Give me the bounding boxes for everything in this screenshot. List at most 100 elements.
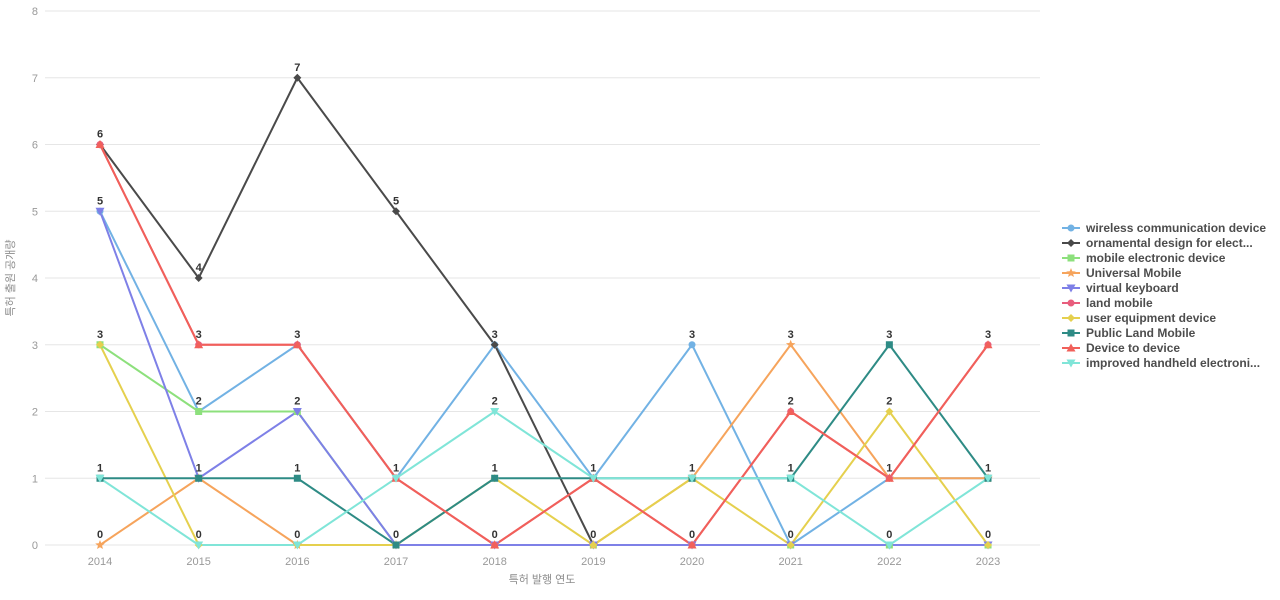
value-label: 3: [788, 329, 794, 341]
data-point: [786, 474, 796, 483]
legend-item-user-equipment-device[interactable]: user equipment device: [1062, 312, 1266, 324]
legend-item-public-land-mobile[interactable]: Public Land Mobile: [1062, 327, 1266, 339]
legend-item-wireless-communication-device[interactable]: wireless communication device: [1062, 222, 1266, 234]
series-lines: [99, 76, 990, 546]
data-point: [983, 474, 993, 483]
legend-item-mobile-electronic-device[interactable]: mobile electronic device: [1062, 252, 1266, 264]
legend-marker-icon: [1062, 343, 1080, 352]
svg-text:2015: 2015: [186, 556, 210, 568]
value-label: 2: [196, 396, 202, 408]
value-label: 0: [492, 529, 498, 541]
data-point: [884, 541, 894, 550]
svg-text:4: 4: [32, 273, 38, 285]
data-point: [491, 474, 499, 482]
legend-marker-icon: [1062, 329, 1080, 337]
value-label: 0: [393, 529, 399, 541]
value-label: 0: [788, 529, 794, 541]
value-label: 1: [393, 462, 399, 474]
value-label: 1: [985, 462, 991, 474]
legend-label: virtual keyboard: [1086, 281, 1179, 295]
svg-text:2019: 2019: [581, 556, 605, 568]
value-label: 1: [788, 462, 794, 474]
legend-marker-icon: [1062, 268, 1080, 278]
legend-label: Universal Mobile: [1086, 266, 1182, 280]
value-label: 3: [196, 329, 202, 341]
series-markers: [95, 73, 993, 550]
svg-text:2021: 2021: [778, 556, 802, 568]
value-label: 2: [492, 396, 498, 408]
legend-item-universal-mobile[interactable]: Universal Mobile: [1062, 267, 1266, 279]
data-point: [391, 474, 401, 483]
data-point: [490, 340, 499, 349]
data-point: [589, 541, 598, 549]
data-point: [490, 540, 500, 549]
y-axis-tick-labels: 0 1 2 3 4 5 6 7 8: [32, 6, 38, 552]
data-point: [884, 473, 894, 482]
data-point: [687, 474, 697, 483]
value-label: 5: [393, 195, 399, 207]
legend-label: user equipment device: [1086, 311, 1217, 325]
value-label: 3: [492, 329, 498, 341]
y-axis-title: 특허 출원 공개량: [4, 240, 17, 317]
legend-marker-icon: [1062, 314, 1080, 322]
value-label: 0: [97, 529, 103, 541]
value-label: 0: [689, 529, 695, 541]
value-label: 3: [886, 329, 892, 341]
svg-text:0: 0: [32, 540, 38, 552]
data-point: [984, 541, 993, 549]
legend-item-land-mobile[interactable]: land mobile: [1062, 297, 1266, 309]
data-point: [490, 408, 500, 416]
legend-label: land mobile: [1086, 296, 1153, 310]
value-label: 1: [492, 462, 498, 474]
legend-marker-icon: [1062, 299, 1080, 307]
value-label: 2: [886, 396, 892, 408]
legend-label: mobile electronic device: [1086, 251, 1226, 265]
data-point: [292, 408, 302, 416]
data-point: [392, 207, 401, 216]
legend-marker-icon: [1062, 359, 1080, 368]
svg-text:6: 6: [32, 140, 38, 152]
chart-legend: wireless communication device ornamental …: [1062, 222, 1266, 369]
data-point: [194, 274, 203, 282]
value-label: 0: [196, 529, 202, 541]
value-label: 2: [788, 396, 794, 408]
series-line-wireless-communication-device: [99, 210, 990, 546]
value-label: 1: [97, 462, 103, 474]
svg-text:8: 8: [32, 6, 38, 18]
legend-item-device-to-device[interactable]: Device to device: [1062, 342, 1266, 354]
value-label: 2: [294, 396, 300, 408]
value-label: 1: [689, 462, 695, 474]
x-axis-tick-labels: 2014 2015 2016 2017 2018 2019 2020 2021 2022 2023: [88, 556, 1001, 568]
legend-item-virtual-keyboard[interactable]: virtual keyboard: [1062, 282, 1266, 294]
value-label: 0: [985, 529, 991, 541]
svg-text:5: 5: [32, 206, 38, 218]
svg-text:2023: 2023: [976, 556, 1000, 568]
value-label: 1: [590, 462, 596, 474]
value-label: 3: [689, 329, 695, 341]
series-line-device-to-device: [99, 143, 990, 546]
data-point: [885, 341, 893, 349]
value-label: 0: [590, 529, 596, 541]
series-line-ornamental-design-for-elect-: [99, 76, 595, 546]
data-point: [687, 540, 697, 549]
data-point: [392, 541, 400, 549]
data-point: [983, 340, 993, 349]
legend-item-improved-handheld-electroni-[interactable]: improved handheld electroni...: [1062, 357, 1266, 369]
legend-label: ornamental design for elect...: [1086, 236, 1253, 250]
svg-text:2: 2: [32, 407, 38, 419]
legend-marker-icon: [1062, 224, 1080, 232]
data-point: [194, 541, 204, 550]
value-label: 1: [196, 462, 202, 474]
legend-marker-icon: [1062, 254, 1080, 262]
data-point: [95, 140, 105, 148]
value-label: 3: [97, 329, 103, 341]
data-value-labels: 5 6 3 0 1 2 4 1 3 0 3 7 2 0 1 1 5 0 3 0 1 2 1 0 3 0 1 0 3 2 1 1 0 2 3 1 0 3: [97, 62, 991, 541]
data-point: [588, 474, 598, 483]
data-point: [786, 541, 795, 549]
legend-label: wireless communication device: [1086, 221, 1267, 235]
svg-text:2018: 2018: [482, 556, 506, 568]
legend-item-ornamental-design-for-elect-[interactable]: ornamental design for elect...: [1062, 237, 1266, 249]
svg-text:1: 1: [32, 473, 38, 485]
